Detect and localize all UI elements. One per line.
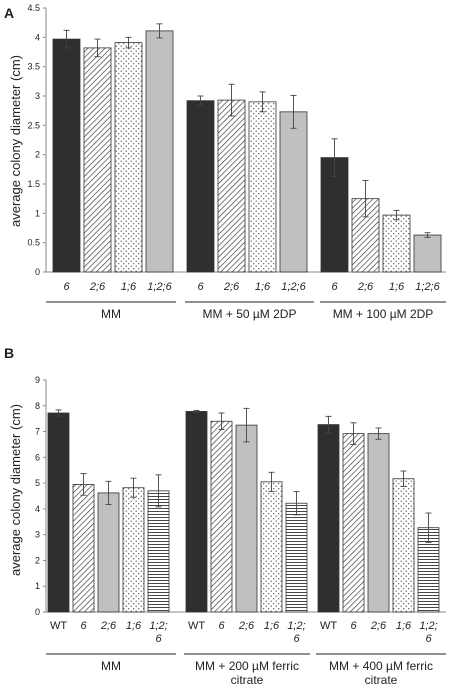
panel-a-category-label: 1;6	[121, 281, 137, 293]
panel-b-category-label: 2;6	[238, 620, 255, 632]
panel-a-label: A	[4, 5, 14, 21]
panel-b-y-tick-label: 3	[35, 530, 40, 540]
panel-a-group-label: MM + 100 µM 2DP	[333, 307, 434, 321]
panel-b-y-tick-label: 8	[35, 401, 40, 411]
panel-b-group-label: MM + 400 µM ferric citrate	[329, 659, 433, 687]
panel-a-group-label: MM + 50 µM 2DP	[203, 307, 297, 321]
panel-b-bar	[367, 433, 390, 613]
panel-b-category-label: 6	[218, 620, 225, 632]
panel-a-bar	[217, 99, 246, 273]
panel-b-y-tick-label: 1	[35, 581, 40, 591]
panel-a-y-tick-label: 1.5	[27, 179, 40, 189]
panel-a-y-tick-label: 1	[35, 208, 40, 218]
panel-a-category-label: 6	[197, 281, 204, 293]
panel-b-category-label: 2;6	[100, 620, 117, 632]
panel-a-group-label: MM	[101, 307, 121, 321]
panel-a-y-axis-label: average colony diameter (cm)	[8, 55, 23, 227]
panel-b-y-tick-label: 4	[35, 504, 40, 514]
panel-b-chart: B average colony diameter (cm) 0 1 2 3 4 5 6 7 8…	[4, 345, 446, 687]
panel-a-bar	[279, 111, 308, 273]
panel-b-category-label: WT	[188, 620, 205, 632]
panel-b-bar	[122, 487, 145, 613]
panel-b-bar	[185, 411, 208, 613]
panel-b-label: B	[4, 345, 14, 361]
panel-a-chart: A average colony diameter (cm) 0 0.5 1 1.5 2…	[4, 3, 446, 321]
panel-b-category-label: 6	[350, 620, 357, 632]
panel-a-y-tick-label: 4	[35, 32, 40, 42]
panel-b-y-tick-label: 2	[35, 555, 40, 565]
panel-a-category-label: 6	[331, 281, 338, 293]
panel-b-bar	[97, 492, 120, 613]
panel-b-y-tick-label: 6	[35, 452, 40, 462]
panel-b-bar	[147, 490, 170, 613]
panel-b-group-label: MM + 200 µM ferric citrate	[195, 659, 299, 687]
panel-b-bar	[342, 433, 365, 613]
panel-b-category-label: 6	[80, 620, 87, 632]
panel-b-bar	[47, 412, 70, 613]
panel-b-category-label: 1;2; 6	[149, 620, 167, 645]
panel-b-category-label: 1;6	[126, 620, 142, 632]
panel-b-bar	[72, 483, 95, 613]
panel-b-y-tick-label: 5	[35, 478, 40, 488]
panel-a-bar	[248, 101, 277, 273]
panel-a-bar	[83, 47, 112, 273]
panel-a-bar	[52, 38, 81, 273]
panel-b-category-label: 1;6	[396, 620, 412, 632]
panel-a-bar	[186, 100, 215, 273]
panel-a-category-label: 2;6	[223, 281, 240, 293]
panel-a-category-label: 2;6	[357, 281, 374, 293]
panel-a-y-tick-label: 0.5	[27, 238, 40, 248]
panel-b-bar	[317, 424, 340, 613]
panel-a-category-label: 2;6	[89, 281, 106, 293]
panel-b-bar	[392, 478, 415, 613]
panel-b-y-axis-label: average colony diameter (cm)	[8, 404, 23, 576]
panel-a-y-tick-label: 4.5	[27, 3, 40, 13]
panel-a-category-label: 6	[63, 281, 70, 293]
panel-a-y-tick-label: 0	[35, 267, 40, 277]
panel-b-category-label: WT	[320, 620, 337, 632]
panel-b-category-label: WT	[50, 620, 67, 632]
panel-a-category-label: 1;2;6	[415, 281, 440, 293]
panel-b-bar	[210, 420, 233, 613]
panel-b-bar	[285, 502, 308, 613]
panel-a-category-label: 1;2;6	[281, 281, 306, 293]
panel-b-category-label: 1;6	[264, 620, 280, 632]
panel-a-y-tick-label: 2	[35, 150, 40, 160]
panel-b-bar	[235, 424, 258, 613]
panel-a-category-label: 1;6	[389, 281, 405, 293]
panel-a-category-label: 1;6	[255, 281, 271, 293]
panel-a-bar	[413, 234, 442, 273]
panel-a-bar	[382, 214, 411, 273]
panel-a-y-tick-label: 3.5	[27, 62, 40, 72]
panel-a-bar	[145, 30, 174, 273]
panel-a-category-label: 1;2;6	[147, 281, 172, 293]
panel-a-y-tick-label: 2.5	[27, 120, 40, 130]
panel-b-category-label: 1;2; 6	[287, 620, 305, 645]
panel-b-y-tick-label: 7	[35, 427, 40, 437]
panel-b-group-label: MM	[101, 659, 121, 673]
panel-b-bar	[260, 481, 283, 613]
panel-b-category-label: 2;6	[370, 620, 387, 632]
panel-a-y-tick-label: 3	[35, 91, 40, 101]
panel-b-y-tick-label: 0	[35, 607, 40, 617]
panel-b-category-label: 1;2; 6	[419, 620, 437, 645]
panel-a-bar	[114, 42, 143, 273]
panel-b-y-tick-label: 9	[35, 375, 40, 385]
